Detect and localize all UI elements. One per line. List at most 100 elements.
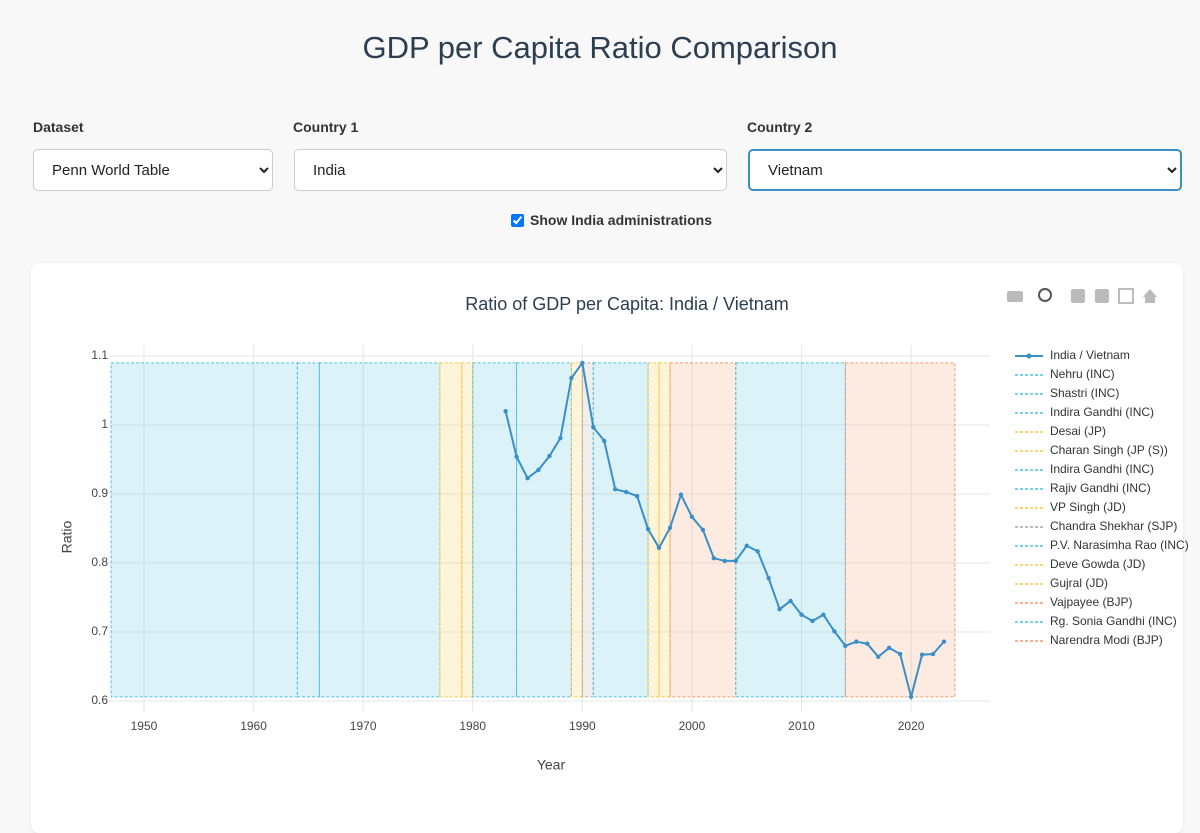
administration-band xyxy=(110,362,298,698)
data-point xyxy=(799,612,804,617)
data-point xyxy=(821,612,826,617)
x-tick-label: 2000 xyxy=(679,719,706,733)
zoom-in-button[interactable] xyxy=(1071,289,1085,303)
data-point xyxy=(711,555,717,561)
data-point xyxy=(558,435,563,441)
legend-label: Desai (JP) xyxy=(1050,424,1106,438)
legend-label: P.V. Narasimha Rao (INC) xyxy=(1050,538,1189,552)
data-point xyxy=(865,641,870,646)
data-point xyxy=(722,558,727,564)
data-point xyxy=(602,438,607,444)
administration-band xyxy=(318,362,441,698)
data-point xyxy=(854,639,859,644)
data-point xyxy=(623,489,629,495)
y-tick-label: 1.1 xyxy=(91,348,108,362)
administration-shapes xyxy=(110,362,956,698)
admin-toggle-label: Show India administrations xyxy=(530,212,713,228)
administration-band xyxy=(592,362,649,698)
data-point xyxy=(689,514,695,519)
page: GDP per Capita Ratio Comparison Dataset … xyxy=(33,30,1189,773)
x-axis-title: Year xyxy=(537,757,566,773)
y-tick-label: 1 xyxy=(101,417,108,431)
administration-band xyxy=(516,362,572,698)
legend-label: India / Vietnam xyxy=(1050,348,1130,362)
administration-band xyxy=(472,362,518,698)
country2-label: Country 2 xyxy=(747,119,813,135)
data-point xyxy=(580,360,585,366)
legend-label: Chandra Shekhar (SJP) xyxy=(1050,519,1177,533)
reset-button[interactable] xyxy=(1143,289,1157,303)
legend-label: Nehru (INC) xyxy=(1050,367,1115,381)
administration-band xyxy=(461,362,474,698)
legend-label: Rajiv Gandhi (INC) xyxy=(1050,481,1151,495)
country1-label: Country 1 xyxy=(293,119,359,135)
dataset-label: Dataset xyxy=(33,119,84,135)
data-point xyxy=(843,643,848,648)
country2-select[interactable]: Vietnam xyxy=(748,149,1182,191)
admin-checkbox[interactable] xyxy=(511,213,524,227)
data-point xyxy=(536,467,541,473)
legend-label: Indira Gandhi (INC) xyxy=(1050,462,1154,476)
data-point xyxy=(569,375,574,381)
data-point xyxy=(919,652,925,657)
data-point xyxy=(788,598,793,604)
data-point xyxy=(886,645,892,651)
data-point xyxy=(591,424,596,430)
chart-card xyxy=(31,263,1183,833)
data-point xyxy=(525,475,530,481)
legend-label: Shastri (INC) xyxy=(1050,386,1119,400)
legend-marker xyxy=(1026,353,1032,359)
data-point xyxy=(547,453,552,459)
camera-button[interactable] xyxy=(1007,291,1023,302)
data-point xyxy=(645,526,651,532)
y-tick-label: 0.7 xyxy=(91,624,108,638)
data-point xyxy=(777,607,782,612)
data-point xyxy=(832,629,837,634)
data-point xyxy=(700,527,706,533)
legend-label: Charan Singh (JP (S)) xyxy=(1050,443,1168,457)
x-tick-label: 1960 xyxy=(240,719,267,733)
data-point xyxy=(908,694,914,700)
legend-label: VP Singh (JD) xyxy=(1050,500,1126,514)
zoom-button[interactable] xyxy=(1038,288,1052,302)
x-tick-label: 2020 xyxy=(898,719,925,733)
data-point xyxy=(897,651,903,657)
legend-label: Narendra Modi (BJP) xyxy=(1050,633,1163,647)
x-tick-label: 1990 xyxy=(569,719,596,733)
data-point xyxy=(941,639,947,644)
modebar xyxy=(1007,288,1157,304)
data-point xyxy=(667,525,673,531)
administration-band xyxy=(439,362,463,698)
y-tick-label: 0.9 xyxy=(91,486,108,500)
data-point xyxy=(656,545,662,551)
chart-title: Ratio of GDP per Capita: India / Vietnam xyxy=(465,294,789,314)
legend-label: Rg. Sonia Gandhi (INC) xyxy=(1050,614,1177,628)
y-axis-title: Ratio xyxy=(59,520,75,553)
data-point xyxy=(810,618,815,624)
x-tick-label: 1980 xyxy=(459,719,486,733)
administration-band xyxy=(735,362,846,698)
data-point xyxy=(613,486,618,492)
legend-label: Gujral (JD) xyxy=(1050,576,1108,590)
data-point xyxy=(755,549,760,554)
country1-select[interactable]: India xyxy=(294,149,727,191)
data-point xyxy=(678,492,684,497)
data-point xyxy=(766,575,771,581)
data-point xyxy=(634,493,640,499)
page-title: GDP per Capita Ratio Comparison xyxy=(362,30,838,65)
admin-toggle[interactable]: Show India administrations xyxy=(511,212,712,228)
administration-band xyxy=(844,362,956,698)
data-point xyxy=(930,651,936,657)
zoom-out-button[interactable] xyxy=(1095,289,1109,303)
chart: Ratio of GDP per Capita: India / Vietnam… xyxy=(59,288,1189,773)
autoscale-button[interactable] xyxy=(1118,288,1134,304)
administration-band xyxy=(570,362,583,698)
x-tick-label: 1970 xyxy=(350,719,377,733)
x-tick-label: 1950 xyxy=(131,719,158,733)
legend-label: Deve Gowda (JD) xyxy=(1050,557,1145,571)
data-point xyxy=(514,454,519,459)
x-tick-label: 2010 xyxy=(788,719,815,733)
dataset-select[interactable]: Penn World Table xyxy=(33,149,273,191)
data-point xyxy=(733,558,738,564)
legend-label: Vajpayee (BJP) xyxy=(1050,595,1132,609)
